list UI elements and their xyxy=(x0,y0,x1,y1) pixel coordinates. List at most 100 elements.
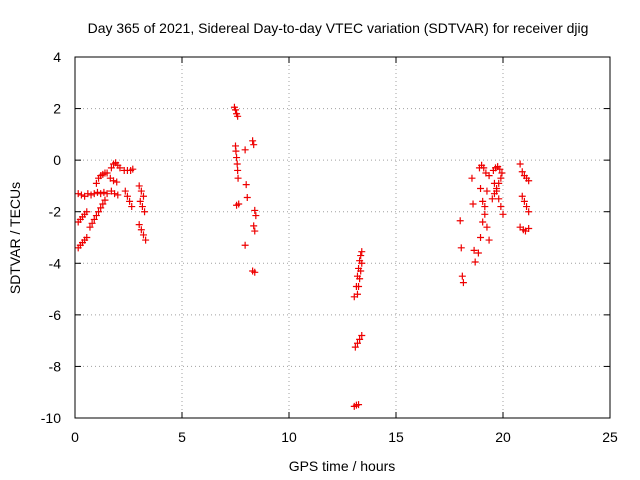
data-point-plus xyxy=(358,248,366,256)
data-point-plus xyxy=(142,236,150,244)
data-point-plus xyxy=(358,331,366,339)
data-point-plus xyxy=(232,147,240,155)
data-point-plus xyxy=(482,169,490,177)
data-point-plus xyxy=(497,174,505,182)
data-point-plus xyxy=(83,234,91,241)
x-tick-label: 10 xyxy=(281,429,297,445)
data-point-plus xyxy=(469,200,477,208)
data-point-plus xyxy=(488,195,496,203)
data-point-plus xyxy=(233,160,241,168)
data-point-plus xyxy=(103,169,111,177)
data-points xyxy=(74,103,533,410)
data-point-plus xyxy=(458,272,466,280)
x-tick-label: 5 xyxy=(178,429,186,445)
data-point-plus xyxy=(251,227,259,235)
data-point-plus xyxy=(470,246,478,254)
data-point-plus xyxy=(525,177,533,185)
data-point-plus xyxy=(481,203,489,211)
data-point-plus xyxy=(355,282,363,290)
data-point-plus xyxy=(93,188,101,196)
data-point-plus xyxy=(234,112,242,120)
data-point-plus xyxy=(103,190,111,198)
data-point-plus xyxy=(234,166,242,174)
y-tick-label: -10 xyxy=(41,410,61,426)
x-tick-label: 0 xyxy=(71,429,79,445)
chart-title: Day 365 of 2021, Sidereal Day-to-day VTE… xyxy=(88,20,589,36)
data-point-plus xyxy=(353,339,361,347)
data-point-plus xyxy=(126,197,134,205)
data-point-plus xyxy=(84,190,92,198)
data-point-plus xyxy=(88,219,96,227)
data-point-plus xyxy=(523,203,531,211)
y-tick-label: -6 xyxy=(49,307,62,323)
x-tick-label: 15 xyxy=(388,429,404,445)
data-point-plus xyxy=(358,259,366,267)
data-point-plus xyxy=(99,200,107,208)
data-point-plus xyxy=(136,197,144,205)
y-tick-label: -4 xyxy=(49,255,62,271)
data-point-plus xyxy=(135,221,143,229)
data-point-plus xyxy=(241,241,249,249)
x-tick-label: 20 xyxy=(495,429,511,445)
data-point-plus xyxy=(128,203,136,211)
data-point-plus xyxy=(113,178,121,186)
y-tick-label: 4 xyxy=(53,49,61,65)
data-point-plus xyxy=(100,188,108,196)
data-point-plus xyxy=(137,187,145,195)
data-point-plus xyxy=(480,164,488,172)
y-axis-label: SDTVAR / TECUs xyxy=(7,182,23,294)
data-point-plus xyxy=(496,165,504,173)
data-point-plus xyxy=(95,208,103,216)
plot-frame xyxy=(74,56,611,419)
data-point-plus xyxy=(139,231,147,239)
data-point-plus xyxy=(357,267,365,275)
data-point-plus xyxy=(479,218,487,226)
data-point-plus xyxy=(516,160,524,168)
data-point-plus xyxy=(355,401,363,409)
data-point-plus xyxy=(353,290,361,298)
axis-ticks xyxy=(74,56,611,419)
data-point-plus xyxy=(497,203,505,211)
data-point-plus xyxy=(249,137,257,145)
data-point-plus xyxy=(243,194,251,202)
data-point-plus xyxy=(252,212,260,220)
data-point-plus xyxy=(356,275,364,283)
data-point-plus xyxy=(87,191,95,199)
data-point-plus xyxy=(139,192,147,200)
data-point-plus xyxy=(233,154,241,162)
data-point-plus xyxy=(121,187,129,195)
data-point-plus xyxy=(525,208,533,216)
data-point-plus xyxy=(97,204,105,212)
data-point-plus xyxy=(495,195,503,203)
data-point-plus xyxy=(74,190,82,198)
data-point-plus xyxy=(141,208,149,216)
data-point-plus xyxy=(250,222,258,230)
data-point-plus xyxy=(456,217,464,225)
x-axis-label: GPS time / hours xyxy=(289,458,396,474)
data-point-plus xyxy=(525,224,533,232)
data-point-plus xyxy=(351,343,359,351)
data-point-plus xyxy=(493,185,501,193)
data-point-plus xyxy=(110,177,118,185)
data-point-plus xyxy=(474,249,482,257)
data-point-plus xyxy=(235,200,243,208)
y-tick-label: -8 xyxy=(49,358,62,374)
y-tick-label: 0 xyxy=(53,152,61,168)
data-point-plus xyxy=(250,141,258,149)
data-point-plus xyxy=(114,191,122,199)
data-point-plus xyxy=(499,210,507,218)
data-point-plus xyxy=(234,174,242,182)
data-point-plus xyxy=(77,191,85,199)
data-point-plus xyxy=(123,192,131,200)
data-point-plus xyxy=(356,335,364,343)
data-point-plus xyxy=(107,164,115,172)
data-point-plus xyxy=(471,258,479,266)
data-point-plus xyxy=(251,268,259,276)
data-point-plus xyxy=(485,236,493,244)
data-point-plus xyxy=(518,168,526,176)
data-point-plus xyxy=(520,197,528,205)
data-point-plus xyxy=(498,169,506,177)
data-point-plus xyxy=(101,196,109,204)
data-point-plus xyxy=(135,182,143,190)
